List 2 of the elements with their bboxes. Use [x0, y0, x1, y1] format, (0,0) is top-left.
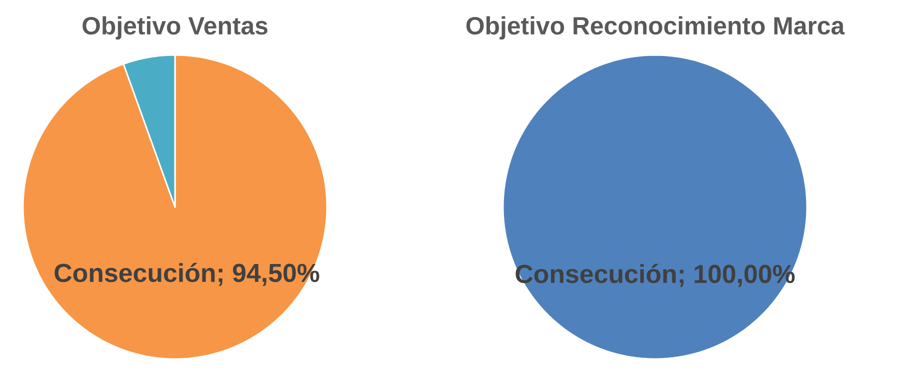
chart-title: Objetivo Reconocimiento Marca: [466, 16, 845, 40]
chart-title: Objetivo Ventas: [82, 16, 268, 40]
